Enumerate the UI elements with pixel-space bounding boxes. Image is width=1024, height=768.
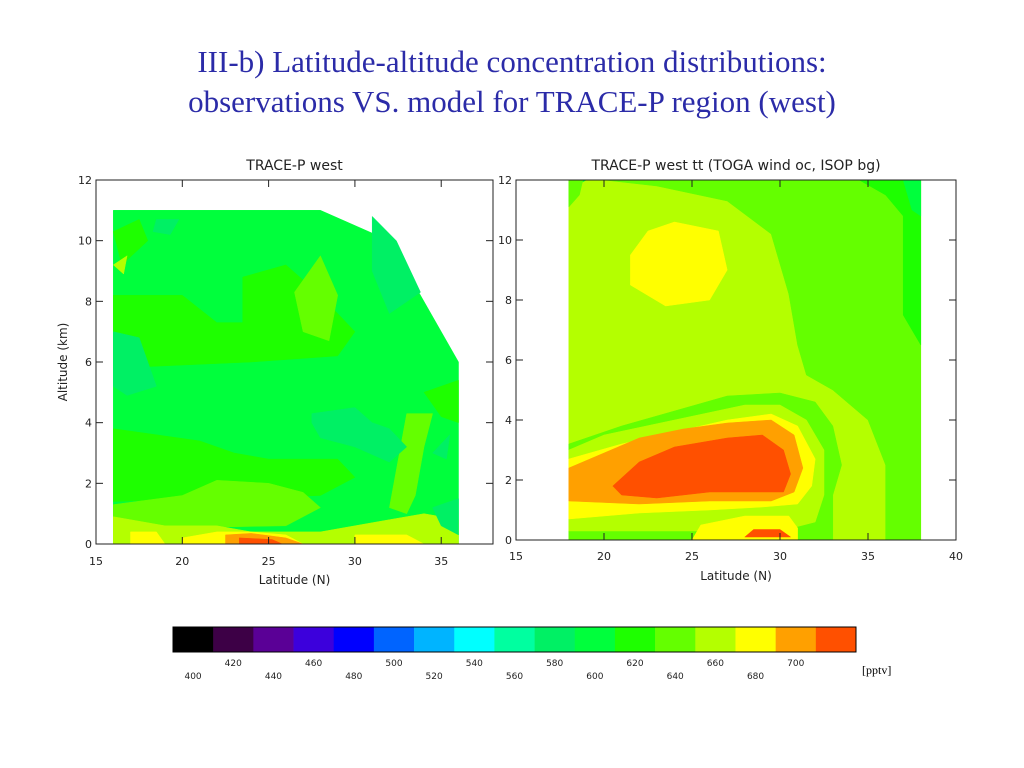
x-tick-label: 15 [509, 550, 523, 563]
colorbar-swatch [655, 627, 696, 652]
contour-fill-group [568, 180, 922, 540]
contour-region-700 [239, 537, 283, 544]
colorbar-label-upper: 660 [707, 659, 724, 669]
colorbar-label-lower: 520 [426, 672, 443, 682]
x-tick-label: 20 [175, 555, 189, 568]
colorbar-label-lower: 560 [506, 672, 523, 682]
y-tick-label: 2 [505, 474, 512, 487]
colorbar-unit: [pptv] [862, 663, 892, 677]
colorbar-swatch [333, 627, 375, 652]
colorbar-label-lower: 400 [184, 672, 201, 682]
colorbar-swatch [414, 627, 455, 652]
colorbar-label-lower: 640 [667, 672, 684, 682]
y-tick-label: 6 [85, 356, 92, 369]
contour-region-700 [612, 434, 791, 499]
y-tick-label: 10 [498, 234, 512, 247]
contour-region-640 [112, 255, 128, 275]
colorbar: 420 460 500 540 580 620 660 700 400 440 480 520 560 6… [172, 626, 857, 682]
x-tick-label: 30 [348, 555, 362, 568]
chart-title: TRACE-P west [245, 158, 343, 174]
contour-region-560 [371, 215, 421, 314]
y-tick-label: 8 [505, 294, 512, 307]
slide-title-line1: III-b) Latitude-altitude concentration d… [197, 44, 827, 79]
contour-region-600 [858, 180, 922, 346]
contour-region-620 [603, 180, 922, 540]
y-tick-label: 12 [498, 174, 512, 187]
colorbar-swatch [574, 627, 616, 652]
y-tick-label: 2 [85, 477, 92, 490]
x-axis-label: Latitude (N) [259, 573, 331, 587]
y-tick-label: 6 [505, 354, 512, 367]
x-tick-label: 35 [861, 550, 875, 563]
slide-title-line2: observations VS. model for TRACE-P regio… [188, 84, 836, 119]
colorbar-swatch [815, 627, 857, 652]
colorbar-label-upper: 700 [787, 659, 804, 669]
contour-fill-group [112, 210, 459, 544]
colorbar-swatch [293, 627, 335, 652]
colorbar-swatch [454, 627, 495, 652]
colorbar-label-lower: 600 [586, 672, 603, 682]
y-tick-label: 12 [78, 174, 92, 187]
colorbar-swatch [614, 627, 656, 652]
chart-2: TRACE-P west tt (TOGA wind oc, ISOP bg) 1… [498, 158, 963, 583]
colorbar-label-upper: 500 [385, 659, 402, 669]
colorbar-label-lower: 480 [345, 672, 362, 682]
x-tick-label: 35 [434, 555, 448, 568]
colorbar-swatch [775, 627, 817, 652]
contour-region-700 [744, 529, 792, 538]
colorbar-swatch [373, 627, 415, 652]
y-tick-label: 4 [85, 417, 92, 430]
contour-region-660 [630, 221, 728, 307]
colorbar-label-upper: 620 [626, 659, 643, 669]
y-axis-label: Altitude (km) [56, 323, 70, 402]
chart-title: TRACE-P west tt (TOGA wind oc, ISOP bg) [590, 158, 880, 174]
colorbar-label-upper: 580 [546, 659, 563, 669]
chart-1: TRACE-P west 15 20 25 30 35 Latitude (N) 0 2 4 6 8 1… [56, 158, 494, 587]
y-tick-label: 0 [85, 538, 92, 551]
y-tick-label: 8 [85, 295, 92, 308]
colorbar-label-upper: 420 [225, 659, 242, 669]
y-tick-label: 0 [505, 534, 512, 547]
contour-region-560 [113, 331, 157, 396]
colorbar-swatch [253, 627, 294, 652]
colorbar-swatch [494, 627, 535, 652]
contour-region-620 [294, 255, 338, 342]
slide-title: III-b) Latitude-altitude concentration d… [0, 42, 1024, 122]
y-tick-label: 10 [78, 235, 92, 248]
x-tick-label: 40 [949, 550, 963, 563]
contour-region-580 [902, 180, 922, 217]
x-tick-label: 25 [685, 550, 699, 563]
colorbar-swatch [173, 627, 214, 652]
colorbar-swatch [695, 627, 736, 652]
x-axis-label: Latitude (N) [700, 569, 772, 583]
contour-region-560 [432, 498, 459, 536]
x-tick-label: 25 [262, 555, 276, 568]
contour-region-620 [568, 180, 604, 208]
colorbar-label-lower: 680 [747, 672, 764, 682]
y-tick-label: 4 [505, 414, 512, 427]
contour-region-600 [113, 219, 149, 266]
x-tick-label: 20 [597, 550, 611, 563]
colorbar-label-upper: 540 [466, 659, 483, 669]
contour-region-600 [423, 379, 459, 424]
x-tick-label: 30 [773, 550, 787, 563]
x-tick-label: 15 [89, 555, 103, 568]
contour-region-620 [389, 413, 433, 515]
contour-region-560 [432, 434, 451, 460]
colorbar-swatch [534, 627, 576, 652]
colorbar-frame [172, 626, 857, 653]
colorbar-swatch [735, 627, 776, 652]
colorbar-swatch [213, 627, 254, 652]
colorbar-label-upper: 460 [305, 659, 322, 669]
colorbar-unit-text: pptv [866, 663, 888, 677]
contour-region-560 [311, 407, 408, 463]
colorbar-label-lower: 440 [265, 672, 282, 682]
contour-region-560 [152, 219, 180, 235]
